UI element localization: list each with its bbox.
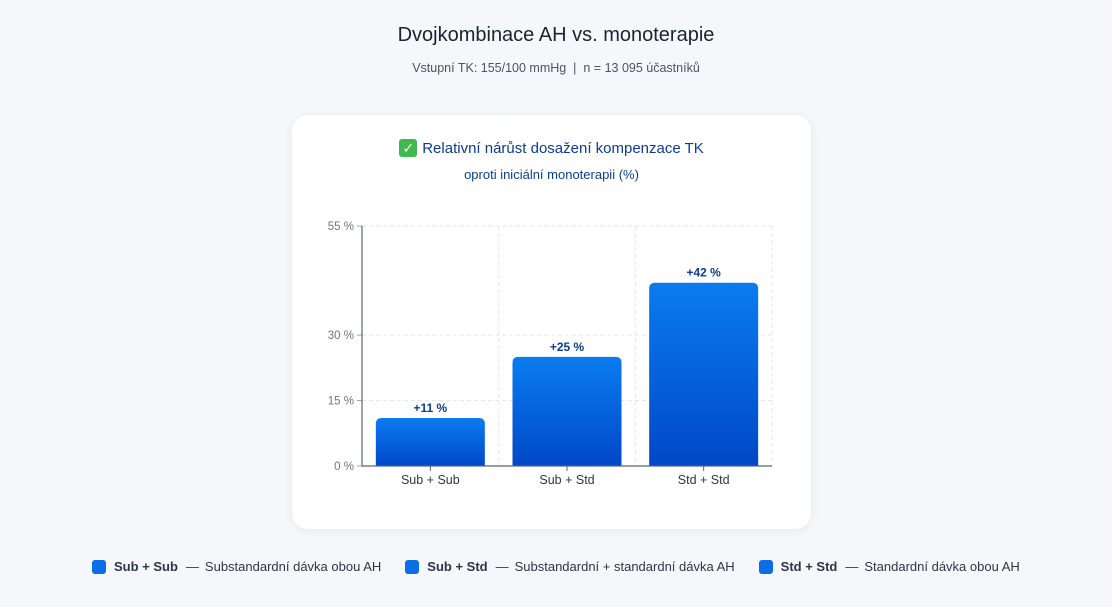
bar-value-label: +25 % <box>550 340 585 354</box>
page-subtitle: Vstupní TK: 155/100 mmHg | n = 13 095 úč… <box>412 61 700 75</box>
bar-value-label: +11 % <box>413 401 447 415</box>
legend-swatch <box>92 559 106 574</box>
legend-name: Sub + Std <box>427 559 488 574</box>
legend-swatch <box>405 559 420 574</box>
y-tick-label: 55 % <box>328 221 354 233</box>
card-title: Relativní nárůst dosažení kompenzace TK <box>422 139 704 157</box>
legend: Sub + Sub — Substandardní dávka obou AH … <box>92 559 1044 574</box>
legend-name: Std + Std <box>780 559 838 574</box>
legend-dash: — <box>185 559 199 574</box>
legend-item: Std + Std — Standardní dávka obou AH <box>758 559 1020 574</box>
legend-swatch <box>758 559 773 574</box>
bar <box>649 282 759 466</box>
bar <box>375 418 485 466</box>
bar-chart: 0 % 15 % 30 % 55 % +11 % Sub + Sub +25 % Sub + … <box>328 221 773 487</box>
bar-value-label: +42 % <box>686 266 721 280</box>
legend-desc: Substandardní dávka obou AH <box>204 559 382 574</box>
y-tick-label: 0 % <box>334 461 354 473</box>
legend-dash: — <box>845 559 859 574</box>
legend-item: Sub + Sub — Substandardní dávka obou AH <box>92 559 381 574</box>
legend-desc: Standardní dávka obou AH <box>864 559 1020 574</box>
bar <box>512 356 622 466</box>
x-tick-label: Sub + Sub <box>401 473 460 487</box>
chart-card: ✓ Relativní nárůst dosažení kompenzace T… <box>292 115 811 529</box>
y-tick-label: 15 % <box>328 396 354 408</box>
x-tick-label: Sub + Std <box>539 473 594 487</box>
legend-dash: — <box>495 559 509 574</box>
y-tick-label: 30 % <box>328 330 354 342</box>
card-subtitle: oproti iniciální monoterapii (%) <box>464 167 639 182</box>
x-tick-label: Std + Std <box>678 473 730 487</box>
legend-item: Sub + Std — Substandardní + standardní d… <box>405 559 735 574</box>
legend-desc: Substandardní + standardní dávka AH <box>514 559 735 574</box>
page-title: Dvojkombinace AH vs. monoterapie <box>397 24 715 46</box>
legend-name: Sub + Sub <box>114 559 178 574</box>
check-mark-icon: ✓ <box>399 139 418 157</box>
card-title-row: ✓ Relativní nárůst dosažení kompenzace T… <box>292 139 811 157</box>
